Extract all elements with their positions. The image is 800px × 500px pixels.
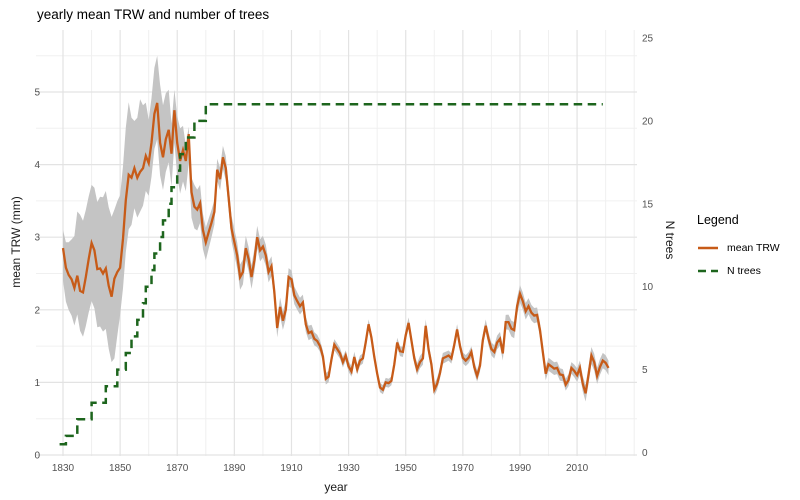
legend-label-n-trees: N trees bbox=[727, 264, 761, 277]
legend-item-mean-trw: mean TRW bbox=[697, 236, 780, 259]
n-trees-dashed-line-swatch-icon bbox=[698, 269, 718, 272]
x-axis-title: year bbox=[324, 480, 348, 494]
y-left-tick-label: 3 bbox=[34, 233, 40, 244]
legend-title: Legend bbox=[697, 213, 739, 227]
legend-label-mean-trw: mean TRW bbox=[727, 241, 780, 254]
trw-confidence-ribbon bbox=[63, 55, 609, 402]
y-left-tick-label: 5 bbox=[34, 88, 40, 99]
x-tick-label: 1970 bbox=[452, 463, 475, 474]
x-tick-label: 1830 bbox=[52, 463, 75, 474]
x-tick-label: 1990 bbox=[509, 463, 532, 474]
y-right-tick-label: 15 bbox=[642, 199, 654, 210]
y-axis-right-title: N trees bbox=[663, 220, 677, 260]
legend-item-n-trees: N trees bbox=[697, 259, 780, 282]
mean-trw-line bbox=[61, 102, 610, 394]
y-left-tick-label: 1 bbox=[34, 378, 40, 389]
y-right-tick-label: 20 bbox=[642, 116, 654, 127]
y-axis-left-title: mean TRW (mm) bbox=[9, 196, 23, 288]
legend: Legend mean TRW N trees bbox=[697, 213, 780, 282]
x-tick-label: 1950 bbox=[395, 463, 418, 474]
x-tick-label: 1930 bbox=[337, 463, 360, 474]
series-layer bbox=[59, 55, 610, 446]
y-left-tick-label: 4 bbox=[34, 160, 40, 171]
x-tick-label: 1870 bbox=[166, 463, 189, 474]
y-right-tick-label: 25 bbox=[642, 34, 654, 45]
y-left-tick-label: 2 bbox=[34, 305, 40, 316]
x-tick-label: 1890 bbox=[223, 463, 246, 474]
y-left-tick-label: 0 bbox=[34, 451, 40, 462]
n-trees-step-line bbox=[59, 103, 603, 446]
y-right-tick-label: 10 bbox=[642, 282, 654, 293]
mean-trw-line-swatch-icon bbox=[698, 246, 718, 249]
x-tick-label: 1910 bbox=[280, 463, 303, 474]
y-right-tick-label: 0 bbox=[642, 448, 648, 459]
x-tick-label: 2010 bbox=[566, 463, 589, 474]
plot-title: yearly mean TRW and number of trees bbox=[37, 7, 270, 22]
y-right-tick-label: 5 bbox=[642, 365, 648, 376]
x-tick-label: 1850 bbox=[109, 463, 132, 474]
